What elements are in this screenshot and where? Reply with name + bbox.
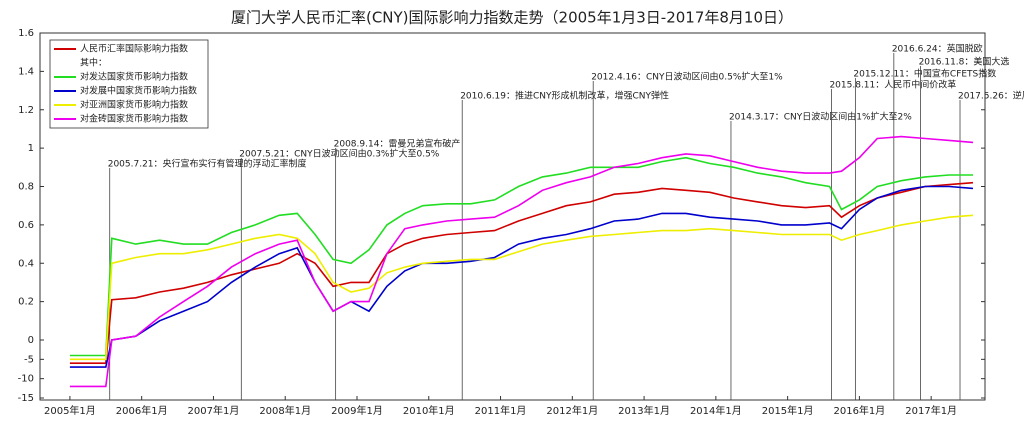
plot-frame (39, 32, 986, 401)
x-tick-label: 2014年1月 (690, 404, 742, 417)
y-tick-label: 1.6 (18, 28, 34, 39)
series-line (69, 214, 974, 361)
chart-title: 厦门大学人民币汇率(CNY)国际影响力指数走势（2005年1月3日-2017年8… (231, 9, 793, 27)
y-tick-label: 1.4 (18, 66, 34, 77)
series-line (69, 181, 974, 364)
series-line (69, 185, 974, 368)
x-tick-label: 2016年1月 (833, 404, 885, 417)
x-tick-label: 2009年1月 (331, 404, 383, 417)
x-tick-label: 2007年1月 (188, 404, 240, 417)
y-tick-label: 0.4 (18, 258, 34, 269)
y-tick-label: 1 (28, 143, 34, 154)
annotation: 2016.6.24：英国脱欧 (892, 43, 983, 55)
x-tick-label: 2012年1月 (546, 404, 598, 417)
series-line (69, 135, 974, 388)
legend-label: 对发达国家货币影响力指数 (80, 71, 188, 83)
y-tick-label: 0.2 (18, 297, 34, 308)
x-tick-label: 2015年1月 (762, 404, 814, 417)
x-tick-label: 2005年1月 (44, 404, 96, 417)
annotation: 2010.6.19：推进CNY形成机制改革，增强CNY弹性 (460, 90, 669, 102)
x-tick-label: 2006年1月 (116, 404, 168, 417)
x-tick-label: 2011年1月 (475, 404, 527, 417)
y-tick-label: 0.6 (18, 220, 34, 231)
annotation: 2008.9.14：雷曼兄弟宣布破产 (334, 138, 461, 150)
legend-label: 对金砖国家货币影响力指数 (80, 113, 188, 125)
annotation: 2012.4.16：CNY日波动区间由0.5%扩大至1% (591, 71, 783, 83)
legend-label: 对亚洲国家货币影响力指数 (80, 99, 188, 111)
y-tick-label: 0 (28, 335, 34, 346)
x-tick-label: 2017年1月 (905, 404, 957, 417)
annotation: 2017.5.26：逆周期因子 (958, 90, 1024, 102)
x-tick-label: 2010年1月 (403, 404, 455, 417)
x-tick-label: 2013年1月 (618, 404, 670, 417)
y-tick-label: 1.2 (18, 105, 34, 116)
annotation: 2015.12.11：中国宣布CFETS指数 (853, 68, 996, 80)
legend-label: 对发展中国家货币影响力指数 (80, 85, 197, 97)
y-tick-label: -5 (24, 354, 34, 365)
legend-box (49, 39, 209, 129)
annotation: 2005.7.21：央行宣布实行有管理的浮动汇率制度 (108, 158, 307, 170)
x-tick-label: 2008年1月 (259, 404, 311, 417)
y-tick-label: 0.8 (18, 182, 34, 193)
annotation: 2016.11.8：美国大选 (919, 56, 1010, 68)
series-line (69, 156, 973, 357)
annotation: 2014.3.17：CNY日波动区间由1%扩大至2% (729, 111, 912, 123)
annotation: 2007.5.21：CNY日波动区间由0.3%扩大至0.5% (239, 148, 439, 160)
y-tick-label: -15 (18, 393, 34, 404)
annotation: 2015.8.11：人民币中间价改革 (829, 79, 956, 91)
legend-note: 其中： (80, 57, 107, 69)
y-tick-label: -10 (18, 374, 34, 385)
legend-label: 人民币汇率国际影响力指数 (80, 43, 188, 55)
